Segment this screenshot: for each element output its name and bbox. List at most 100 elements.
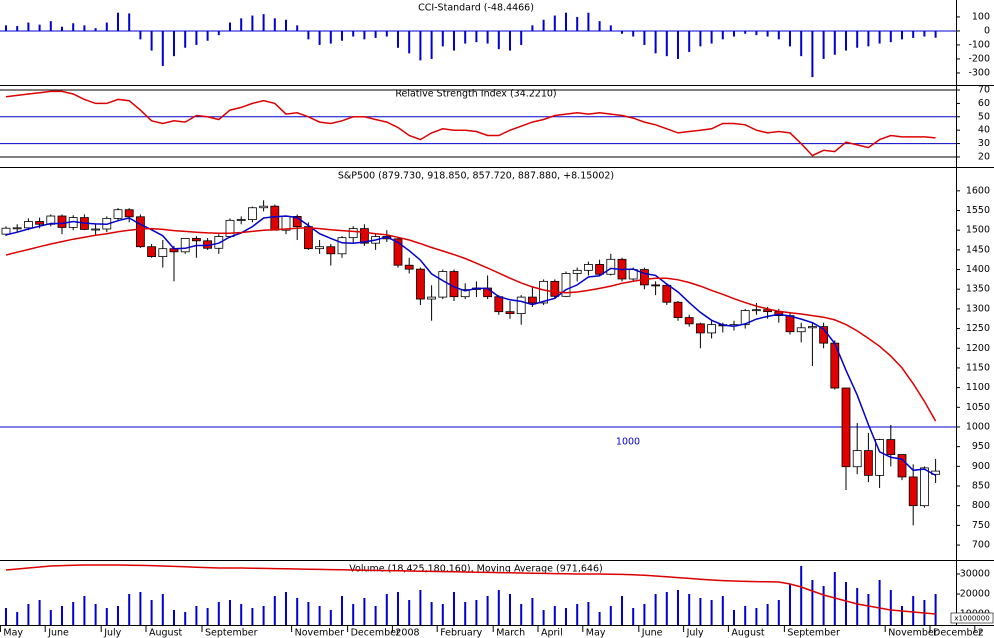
bar (699, 30, 702, 47)
candle-body (270, 205, 280, 231)
x-tick-label: March (496, 628, 525, 638)
bar (845, 30, 847, 51)
x-tick-label: November (888, 628, 938, 638)
bar (240, 18, 243, 31)
bar (475, 600, 478, 625)
x-tick-label: 2008 (395, 628, 419, 638)
bar (475, 30, 478, 43)
bar (901, 30, 903, 40)
y-tick-label: 40 (978, 125, 990, 136)
candle-body (337, 237, 347, 255)
bar (912, 596, 915, 625)
bar (16, 26, 19, 31)
candle-body (707, 324, 716, 334)
bar (923, 30, 926, 37)
bar (49, 610, 52, 625)
bar (374, 606, 377, 625)
bar (878, 30, 881, 44)
candle-body (897, 454, 907, 478)
y-tick-label: 1300 (966, 303, 990, 314)
candle-body (662, 284, 672, 303)
bar (72, 23, 75, 31)
bar (654, 594, 657, 625)
bar (912, 30, 915, 38)
bar (889, 590, 892, 625)
candle-body (516, 296, 526, 315)
y-tick-label: 1150 (966, 362, 990, 373)
candle-body (673, 301, 683, 318)
bar (38, 24, 41, 31)
bar (789, 30, 791, 47)
bar (296, 598, 299, 625)
candle-body (785, 315, 795, 333)
bar (520, 604, 523, 625)
bar (184, 612, 187, 625)
bar (27, 604, 30, 625)
candle-body (449, 271, 459, 298)
bar (598, 21, 601, 31)
bar (251, 15, 254, 31)
bar (598, 612, 601, 625)
candle-body (438, 271, 448, 298)
y-tick-label: 1250 (966, 323, 990, 334)
bar (61, 26, 63, 31)
bar (766, 30, 769, 37)
candle-body (393, 238, 403, 266)
candle-body (483, 287, 493, 298)
candle-body (796, 327, 806, 333)
bar (542, 19, 545, 31)
bar (229, 22, 231, 31)
bar (878, 580, 881, 625)
bar (38, 600, 41, 625)
bar (632, 608, 635, 625)
candle-body (539, 280, 548, 304)
candle-body (852, 450, 862, 468)
bar (867, 30, 870, 47)
candle-body (259, 205, 269, 209)
bar (587, 12, 590, 31)
y-tick-label: 800 (972, 500, 990, 511)
y-tick-label: 950 (972, 441, 990, 452)
bar (833, 30, 836, 55)
bar (856, 588, 859, 625)
bar (453, 592, 455, 625)
candle-body (315, 246, 325, 250)
bar (83, 25, 86, 31)
y-tick-label: 1500 (966, 225, 990, 236)
candle-body (864, 450, 873, 476)
bar (307, 602, 310, 625)
bar (811, 580, 814, 625)
candle-body (460, 289, 470, 298)
candle-body (180, 238, 190, 253)
bar (710, 30, 713, 44)
bar (733, 30, 735, 37)
y-tick-label: 30 (978, 138, 990, 149)
panel-title: Volume (18,425,180,160), Moving Average … (349, 564, 602, 575)
bar (128, 13, 131, 31)
bar (822, 30, 825, 59)
bar (285, 19, 287, 31)
y-tick-label: 1000 (966, 421, 990, 432)
x-tick-label: June (641, 628, 663, 638)
candle-body (236, 219, 246, 221)
x-tick-label: May (3, 628, 23, 638)
candle-body (595, 264, 604, 275)
bar (789, 584, 791, 625)
x-tick-label: August (731, 628, 765, 638)
bar (441, 30, 444, 47)
candle-body (91, 228, 100, 231)
candle-body (684, 317, 694, 325)
bar (845, 582, 847, 625)
bar (217, 602, 220, 625)
bar (520, 30, 523, 45)
bar (408, 600, 411, 625)
bar (621, 30, 623, 34)
x-tick-label: July (686, 628, 704, 638)
candle-body (572, 269, 582, 274)
bar (464, 30, 467, 44)
bar (441, 604, 444, 625)
unit-box (950, 612, 994, 624)
y-tick-label: 60 (978, 98, 990, 109)
panel-title: Relative Strength Index (34.2210) (395, 89, 556, 100)
bar (777, 30, 780, 40)
